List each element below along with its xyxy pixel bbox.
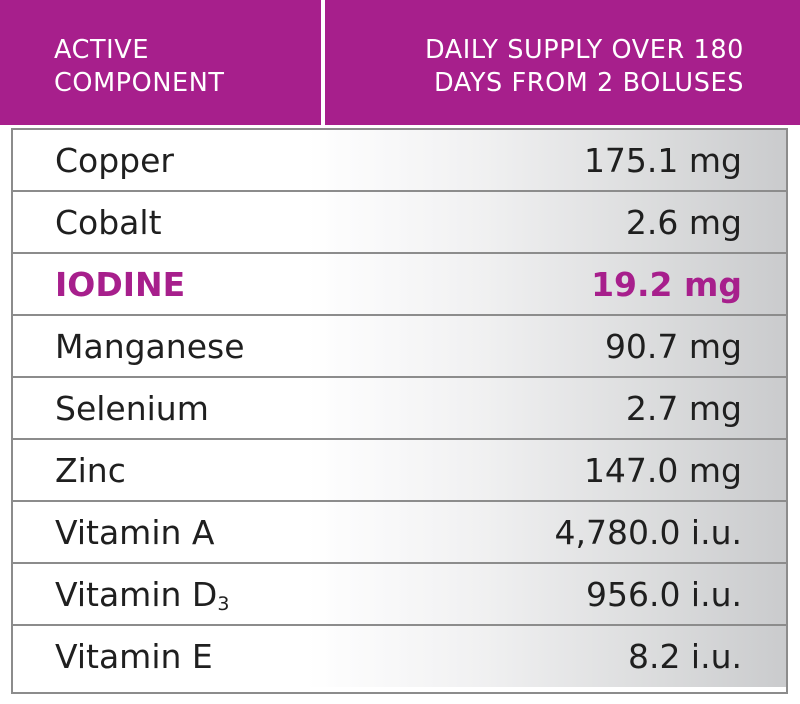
header-col1-line1: ACTIVE	[54, 35, 150, 65]
header-daily-supply: DAILY SUPPLY OVER 180 DAYS FROM 2 BOLUSE…	[325, 0, 800, 125]
component-name: Vitamin E	[55, 637, 213, 676]
component-value: 147.0 mg	[583, 451, 742, 490]
component-name: Zinc	[55, 451, 126, 490]
table-row-highlighted: IODINE 19.2 mg	[13, 254, 786, 316]
component-value: 90.7 mg	[604, 327, 742, 366]
table-row: Copper 175.1 mg	[13, 130, 786, 192]
table-row: Zinc 147.0 mg	[13, 440, 786, 502]
component-value: 175.1 mg	[583, 141, 742, 180]
table-row: Manganese 90.7 mg	[13, 316, 786, 378]
component-name: Vitamin A	[55, 513, 215, 552]
header-col2-line1: DAILY SUPPLY OVER 180	[424, 35, 744, 65]
component-value: 19.2 mg	[591, 265, 742, 304]
component-value: 956.0 i.u.	[585, 575, 742, 614]
table-body: Copper 175.1 mg Cobalt 2.6 mg IODINE 19.…	[11, 128, 788, 694]
header-col1-line2: COMPONENT	[54, 68, 225, 98]
component-value: 8.2 i.u.	[627, 637, 742, 676]
component-name: Copper	[55, 141, 174, 180]
component-name: Cobalt	[55, 203, 162, 242]
component-name: Vitamin D	[55, 575, 218, 614]
component-name-with-subscript: Vitamin D3	[55, 564, 229, 624]
header-active-component: ACTIVE COMPONENT	[0, 0, 321, 125]
header-col2-line2: DAYS FROM 2 BOLUSES	[433, 68, 744, 98]
component-name: Selenium	[55, 389, 209, 428]
header-divider	[321, 0, 325, 125]
table-row: Vitamin D3 956.0 i.u.	[13, 564, 786, 626]
component-value: 4,780.0 i.u.	[554, 513, 742, 552]
table-row: Vitamin A 4,780.0 i.u.	[13, 502, 786, 564]
table-header: ACTIVE COMPONENT DAILY SUPPLY OVER 180 D…	[0, 0, 800, 125]
component-name: Manganese	[55, 327, 245, 366]
table-row: Selenium 2.7 mg	[13, 378, 786, 440]
table-row: Cobalt 2.6 mg	[13, 192, 786, 254]
table-row: Vitamin E 8.2 i.u.	[13, 626, 786, 687]
component-name: IODINE	[55, 265, 186, 304]
component-value: 2.7 mg	[625, 389, 742, 428]
component-value: 2.6 mg	[625, 203, 742, 242]
name-subscript: 3	[217, 593, 230, 615]
